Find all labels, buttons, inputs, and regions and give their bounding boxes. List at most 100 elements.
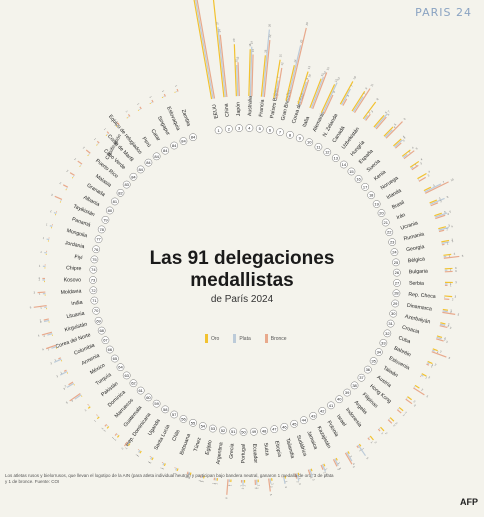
value-label: 3 (50, 361, 53, 365)
value-label: 1 (60, 370, 64, 374)
rank-label: 50 (241, 429, 246, 434)
country-label: Irán (396, 212, 407, 221)
value-label: 5 (65, 400, 69, 404)
value-label: 3 (336, 468, 340, 472)
value-label: 15 (278, 53, 283, 57)
bronze-bar (140, 107, 141, 109)
bronze-bar (164, 94, 165, 96)
country-label: Zambia (180, 109, 192, 127)
rank-label: 15 (349, 169, 354, 174)
value-label: 2 (421, 388, 425, 392)
rank-label: 77 (96, 237, 101, 242)
silver-bar (311, 77, 323, 109)
country-label: Francia (258, 99, 266, 117)
value-label: 16 (251, 48, 255, 52)
rank-label: 53 (211, 426, 216, 431)
gold-bar (234, 44, 236, 96)
country-label: México (89, 362, 106, 376)
silver-bar (89, 406, 90, 407)
country-label: Sudáfrica (295, 434, 308, 457)
silver-bar (237, 65, 238, 96)
rank-label: 34 (377, 350, 382, 355)
rank-label: 32 (385, 331, 390, 336)
country-label: Chile (171, 429, 181, 442)
rank-label: 21 (383, 220, 388, 225)
gold-bar (440, 323, 445, 324)
country-label: China (223, 103, 230, 117)
bronze-bar (220, 35, 227, 97)
legend: Oro Plata Bronce (205, 334, 287, 343)
gold-bar (390, 418, 394, 422)
rank-label: 30 (391, 311, 396, 316)
gold-bar (310, 79, 321, 108)
silver-bar (163, 463, 164, 465)
rank-label: 80 (108, 208, 113, 213)
country-label: Etiopía (273, 440, 282, 457)
silver-bar (398, 409, 399, 410)
bronze-bar (70, 393, 81, 400)
silver-bar (176, 468, 177, 470)
footnote: Los atletas rusos y bielorrusos, que lle… (5, 473, 335, 485)
silver-bar (287, 45, 300, 101)
bronze-bar (313, 73, 327, 109)
rank-label: 33 (381, 340, 386, 345)
rank-label: 65 (113, 356, 118, 361)
rank-label: 79 (103, 217, 108, 222)
value-label: 2 (64, 384, 68, 388)
value-label: 5 (365, 456, 369, 460)
rank-label: 31 (388, 321, 393, 326)
bronze-bar (357, 446, 358, 448)
country-label: Suiza (262, 442, 270, 456)
bronze-bar (442, 312, 455, 314)
rank-label: 35 (371, 359, 376, 364)
value-label: 13 (236, 56, 240, 60)
rank-label: 43 (311, 413, 316, 418)
value-label: 5 (352, 465, 356, 469)
value-label: 4 (451, 224, 454, 228)
country-label: Panamá (71, 216, 91, 228)
rank-label: 64 (118, 365, 123, 370)
afp-logo: AFP (460, 497, 478, 507)
rank-label: 54 (201, 424, 206, 429)
value-label: 3 (451, 239, 454, 243)
value-label: 6 (224, 497, 228, 499)
country-label: Catar (149, 128, 161, 142)
bronze-bar (378, 429, 380, 431)
rank-label: 19 (374, 202, 379, 207)
value-label: 5 (449, 209, 452, 213)
rank-label: 63 (124, 373, 129, 378)
country-label: Croacia (401, 325, 420, 336)
value-label: 20 (232, 38, 236, 42)
rank-label: 52 (221, 428, 226, 433)
country-label: Portugal (241, 444, 247, 463)
gold-bar (88, 407, 90, 409)
rank-label: 18 (369, 193, 374, 198)
value-label: 3 (449, 326, 452, 330)
value-label: 8 (375, 97, 379, 101)
value-label: 6 (448, 356, 451, 360)
country-label: Botsuana (179, 433, 192, 456)
bronze-bar (70, 173, 74, 176)
rank-label: 82 (118, 190, 123, 195)
rank-label: 45 (292, 421, 297, 426)
gold-swatch (205, 334, 208, 343)
value-label: 8 (332, 90, 336, 94)
silver-bar (89, 154, 90, 155)
value-label: 3 (50, 193, 53, 197)
legend-item-bronze: Bronce (265, 334, 287, 343)
rank-label: 51 (231, 429, 236, 434)
country-label: Jamaica (305, 430, 318, 450)
value-label: 2 (39, 318, 42, 322)
country-label: Kirguistán (64, 321, 88, 333)
bronze-bar (78, 161, 82, 164)
rank-label: 84 (163, 148, 168, 153)
value-label: 1 (50, 209, 53, 213)
rank-label: 84 (138, 167, 143, 172)
bronze-bar (97, 141, 99, 143)
bronze-bar (419, 177, 426, 181)
value-label: 2 (402, 413, 406, 417)
country-label: Australia (247, 96, 254, 116)
value-label: 15 (326, 66, 331, 71)
